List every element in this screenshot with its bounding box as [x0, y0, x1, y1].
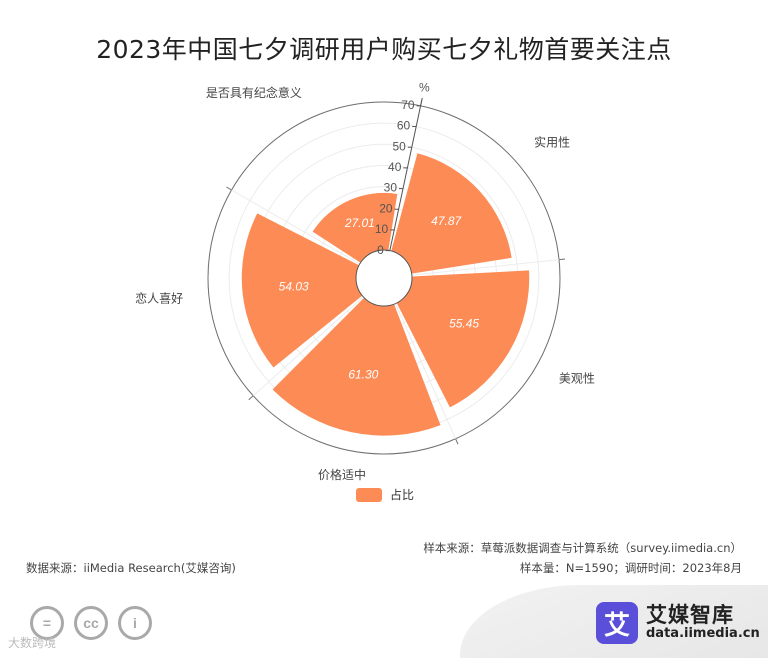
grid-spoke: [411, 259, 560, 276]
grid-spoke: [394, 303, 457, 439]
bar-value-label: 61.30: [348, 367, 378, 381]
axis-tick: [248, 395, 254, 401]
chart-title: 2023年中国七夕调研用户购买七夕礼物首要关注点: [96, 35, 672, 64]
axis-tick: [455, 438, 459, 445]
polar-bar: [241, 213, 363, 368]
axis-tick: [226, 186, 232, 191]
brand-logo-icon: 艾: [596, 602, 638, 644]
center-hole: [355, 249, 413, 307]
radial-tick-label: 0: [377, 243, 384, 257]
radial-tick-label: 40: [388, 160, 402, 174]
radial-tick-label: 30: [384, 181, 398, 195]
chart-legend[interactable]: 占比: [356, 486, 414, 503]
axis-tick: [558, 258, 566, 261]
radial-axis-line: [389, 97, 423, 251]
polar-bar: [396, 270, 530, 408]
category-label: 美观性: [559, 372, 595, 386]
cc-license-icons: = cc i: [30, 606, 152, 640]
radial-tick-label: 60: [397, 119, 411, 133]
polar-bar: [312, 192, 398, 263]
cc-icon: cc: [74, 606, 108, 640]
polar-bar: [272, 297, 441, 436]
sample-source-note: 样本来源：草莓派数据调查与计算系统（survey.iimedia.cn）: [423, 541, 742, 555]
bar-value-label: 47.87: [431, 214, 462, 228]
category-label: 是否具有纪念意义: [206, 85, 302, 100]
legend-label: 占比: [390, 488, 415, 502]
sample-meta-note: 样本量：N=1590；调研时间：2023年8月: [519, 561, 742, 575]
grid-spoke: [252, 296, 364, 397]
category-label: 实用性: [534, 134, 570, 149]
radial-tick-label: 70: [401, 98, 415, 112]
watermark-text: 大数跨境: [8, 636, 57, 650]
brand-url: data.iimedia.cn: [646, 626, 760, 642]
brand-block[interactable]: 艾 艾媒智库 data.iimedia.cn: [596, 602, 760, 644]
radial-tick-label: 20: [379, 201, 393, 215]
bar-value-label: 55.45: [449, 316, 479, 330]
legend-swatch: [356, 487, 382, 502]
cc-equals-icon: =: [30, 606, 64, 640]
data-source-note: 数据来源：iiMedia Research(艾媒咨询): [26, 561, 236, 575]
category-label: 价格适中: [318, 467, 366, 482]
radial-tick-label: 10: [375, 222, 389, 236]
grid-spoke: [231, 189, 361, 265]
brand-name: 艾媒智库: [646, 603, 734, 628]
category-label: 恋人喜好: [135, 291, 183, 306]
cc-attribution-icon: i: [118, 606, 152, 640]
bar-value-label: 27.01: [344, 216, 375, 230]
outer-ring: [207, 101, 561, 455]
polar-bar: [391, 153, 512, 274]
radial-axis-unit: %: [419, 80, 430, 94]
bar-value-label: 54.03: [279, 280, 309, 294]
radial-tick-label: 50: [392, 139, 406, 153]
